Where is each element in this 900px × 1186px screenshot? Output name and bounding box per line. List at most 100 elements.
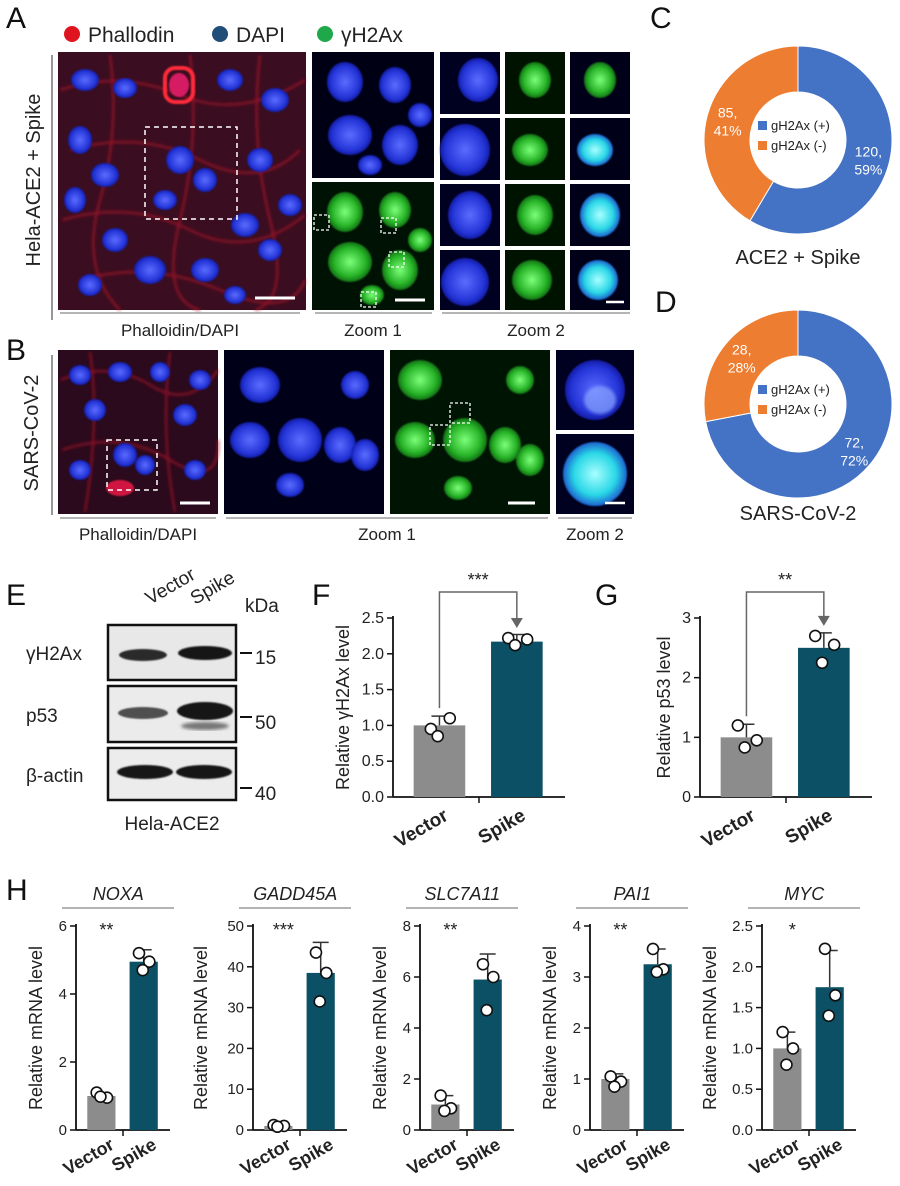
significance-arrowhead	[817, 615, 830, 626]
y-tick-label: 0	[236, 1122, 244, 1139]
significance-stars: **	[613, 920, 627, 940]
data-point	[309, 946, 323, 959]
legend-dot-dapi	[212, 26, 228, 42]
blot-lane-spike: Spike	[187, 567, 239, 609]
western-blot: Vector Spike kDa γH2Ax 15 p53 50 β-actin…	[26, 564, 279, 835]
panel-a-zoom2-grid	[440, 52, 630, 310]
y-axis-label: Relative mRNA level	[26, 946, 46, 1110]
data-point	[431, 729, 445, 743]
gene-title: SLC7A11	[424, 884, 500, 904]
bar-chart-f: 0.0 0.5 1.0 1.5 2.0 2.5 Vector Spike Relative γH…	[333, 570, 565, 852]
pie-legend-label: gH2Ax (+)	[771, 118, 830, 133]
x-tick-label: Vector	[746, 1134, 804, 1179]
panel-b-caption-merged: Phalloidin/DAPI	[79, 525, 197, 544]
blot-lane-vector: Vector	[142, 564, 200, 609]
data-point	[608, 1080, 621, 1093]
y-tick-label: 4	[573, 918, 581, 935]
x-tick-label: Vector	[237, 1134, 295, 1179]
data-point	[520, 633, 534, 646]
significance-arrow	[745, 591, 825, 717]
x-tick-label: Spike	[108, 1134, 160, 1175]
legend-label-phalloidin: Phallodin	[88, 24, 174, 47]
data-point	[604, 1070, 617, 1083]
significance-stars: ***	[273, 920, 294, 940]
y-tick-label: 2.5	[362, 610, 384, 627]
gene-title: NOXA	[93, 884, 144, 904]
pie-legend-swatch	[758, 385, 767, 394]
data-point	[808, 629, 822, 643]
panel-b-side-label: SARS-CoV-2	[21, 375, 43, 492]
pie-legend-swatch	[758, 121, 767, 130]
y-tick-label: 2.0	[362, 646, 384, 663]
panel-a-caption-merged: Phalloidin/DAPI	[121, 321, 239, 340]
pie-slice-value: 85,	[718, 105, 737, 121]
pie-legend-swatch	[758, 141, 767, 150]
data-point	[476, 957, 490, 971]
y-tick-label: 0.0	[362, 789, 384, 806]
bar-spike	[815, 987, 844, 1130]
pie-legend-swatch	[758, 405, 767, 414]
data-point	[786, 1042, 800, 1055]
y-axis-label: Relative mRNA level	[191, 946, 211, 1110]
significance-stars: *	[789, 920, 796, 940]
panel-a-captions: Phalloidin/DAPI Zoom 1 Zoom 2	[60, 312, 630, 340]
bar-spike	[473, 979, 502, 1130]
y-tick-label: 2	[59, 1054, 67, 1071]
y-tick-label: 2	[403, 1071, 411, 1088]
y-tick-label: 0.5	[362, 753, 384, 770]
panel-label-a: A	[6, 2, 26, 35]
x-tick-label: Spike	[285, 1134, 337, 1175]
y-tick-label: 0	[59, 1122, 67, 1139]
x-tick-label: Vector	[574, 1134, 632, 1179]
pie-slice-positive	[749, 45, 893, 235]
pie-slice-percent: 41%	[714, 123, 742, 139]
y-tick-label: 4	[403, 1020, 411, 1037]
blot-kda-15: 15	[255, 648, 276, 669]
pie-legend-label: gH2Ax (-)	[771, 402, 827, 417]
panel-b-zoom1-gh2ax	[390, 350, 550, 514]
y-tick-label: 2.5	[732, 918, 753, 935]
data-point	[818, 942, 832, 956]
y-tick-label: 0	[403, 1122, 411, 1139]
panel-b-zoom2	[556, 350, 634, 514]
significance-arrowhead	[510, 618, 523, 629]
x-tick-label: Spike	[475, 805, 529, 849]
data-point	[320, 966, 333, 980]
data-point	[487, 970, 500, 984]
data-point	[508, 638, 522, 652]
bar-spike	[643, 964, 672, 1130]
y-tick-label: 6	[403, 969, 411, 986]
y-tick-label: 3	[573, 969, 581, 986]
y-tick-label: 1.0	[362, 717, 384, 734]
data-point	[815, 656, 829, 670]
panel-label-g: G	[595, 579, 618, 612]
data-point	[313, 995, 327, 1008]
panel-label-b: B	[6, 334, 26, 367]
y-tick-label: 1.5	[732, 1000, 753, 1017]
gene-title: PAI1	[613, 884, 651, 904]
data-point	[738, 741, 752, 754]
y-tick-label: 0.0	[732, 1122, 753, 1139]
panel-a-side-label: Hela-ACE2 + Spike	[23, 94, 45, 267]
gene-title: GADD45A	[253, 884, 337, 904]
data-point	[827, 638, 841, 652]
y-tick-label: 20	[227, 1040, 244, 1057]
pie-slice-negative	[703, 309, 799, 423]
panel-a-zoom1-dapi	[312, 52, 434, 178]
y-tick-label: 1	[573, 1071, 581, 1088]
y-tick-label: 0	[573, 1122, 581, 1139]
panel-a-caption-zoom2: Zoom 2	[507, 321, 565, 340]
y-axis-label: Relative mRNA level	[540, 946, 560, 1110]
significance-stars: **	[443, 920, 457, 940]
panel-label-d: D	[655, 286, 677, 319]
legend-label-dapi: DAPI	[236, 24, 285, 47]
y-tick-label: 4	[59, 986, 67, 1003]
data-point	[94, 1090, 107, 1103]
data-point	[480, 1003, 494, 1017]
pie-slice-value: 28,	[732, 341, 751, 357]
significance-arrow	[438, 591, 518, 709]
pie-slice-negative	[703, 45, 799, 222]
panel-b-caption-zoom2: Zoom 2	[566, 525, 624, 544]
panel-b-caption-zoom1: Zoom 1	[358, 525, 416, 544]
